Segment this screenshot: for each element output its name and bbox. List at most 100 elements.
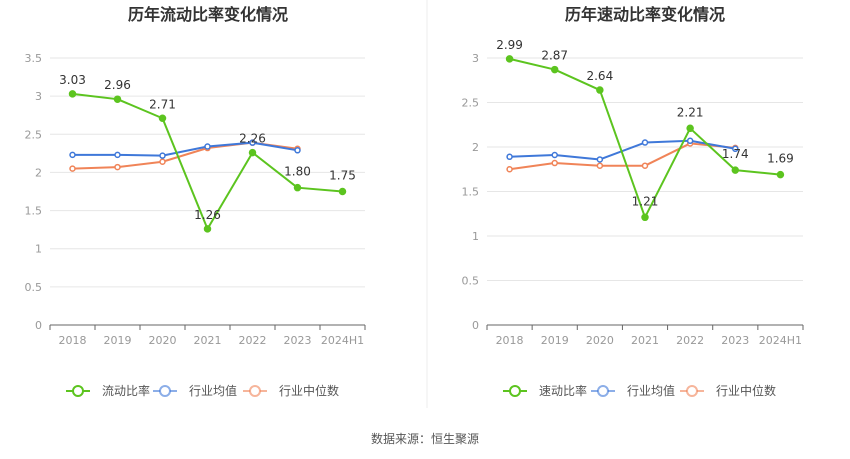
data-point[interactable] (68, 90, 77, 98)
data-point[interactable] (293, 183, 302, 192)
y-tick-label: 2 (35, 166, 42, 179)
data-point[interactable] (248, 148, 257, 157)
data-point[interactable] (596, 156, 604, 163)
data-point[interactable] (506, 166, 513, 173)
legend-item[interactable]: 行业中位数 (243, 383, 339, 398)
data-label: 2.64 (586, 69, 613, 83)
data-point[interactable] (641, 162, 649, 169)
x-tick-label: 2019 (104, 334, 132, 347)
data-point[interactable] (551, 159, 558, 167)
data-point[interactable] (69, 165, 76, 172)
data-point[interactable] (731, 166, 740, 174)
y-tick-label: 1.5 (25, 205, 43, 218)
legend-label: 行业均值 (627, 383, 675, 398)
data-source-note: 数据来源：恒生聚源 (371, 431, 479, 446)
y-tick-label: 0 (472, 319, 479, 332)
data-point[interactable] (203, 225, 212, 233)
data-label: 2.87 (541, 49, 568, 63)
data-label: 2.96 (104, 78, 131, 92)
legend-item[interactable]: 行业均值 (153, 383, 237, 398)
y-tick-label: 2 (472, 141, 479, 154)
data-label: 2.21 (677, 105, 704, 119)
series-line (72, 141, 298, 157)
data-label: 1.80 (284, 165, 311, 179)
data-label: 1.21 (632, 194, 659, 208)
chart-title: 历年速动比率变化情况 (565, 5, 725, 24)
data-point[interactable] (776, 170, 785, 179)
data-point[interactable] (338, 187, 347, 196)
data-point[interactable] (686, 124, 694, 133)
data-point[interactable] (641, 139, 649, 146)
y-tick-label: 2.5 (25, 128, 43, 141)
data-label: 1.69 (767, 152, 794, 166)
legend-item[interactable]: 速动比率 (503, 383, 587, 398)
data-point[interactable] (550, 65, 559, 74)
x-tick-label: 2021 (194, 334, 222, 347)
legend-item[interactable]: 流动比率 (66, 383, 150, 398)
data-point[interactable] (159, 158, 166, 165)
legend-marker-icon (597, 385, 609, 397)
data-point[interactable] (732, 145, 739, 153)
quick-ratio-chart: 历年速动比率变化情况 0 0.5 1 1.5 2 2.5 3 2018 2019 2020 2021… (462, 5, 804, 398)
x-tick-label: 2022 (676, 334, 704, 347)
legend-item[interactable]: 行业均值 (591, 383, 675, 398)
y-tick-label: 1 (472, 230, 479, 243)
data-point[interactable] (114, 163, 121, 171)
x-tick-label: 2023 (284, 334, 312, 347)
legend-marker-icon (159, 385, 171, 397)
data-label: 3.03 (59, 73, 86, 87)
legend-label: 行业中位数 (279, 383, 339, 398)
data-point[interactable] (158, 114, 167, 123)
data-point[interactable] (159, 152, 166, 159)
y-tick-label: 2.5 (462, 97, 480, 110)
y-tick-label: 0.5 (25, 281, 43, 294)
legend-label: 速动比率 (539, 383, 587, 398)
legend-label: 行业中位数 (716, 383, 776, 398)
x-tick-label: 2020 (149, 334, 177, 347)
legend-item[interactable]: 行业中位数 (680, 383, 776, 398)
data-label: 2.26 (239, 132, 266, 146)
data-point[interactable] (551, 151, 558, 159)
data-point[interactable] (249, 139, 256, 146)
x-tick-label: 2023 (721, 334, 749, 347)
data-point[interactable] (114, 151, 121, 159)
data-point[interactable] (596, 86, 604, 94)
y-tick-label: 1.5 (462, 186, 480, 199)
data-point[interactable] (294, 147, 301, 154)
data-point[interactable] (596, 162, 604, 169)
legend-marker-icon (249, 385, 261, 397)
data-label: 1.26 (194, 208, 221, 222)
y-tick-label: 1 (35, 243, 42, 256)
data-label: 1.74 (722, 147, 749, 161)
legend-marker-icon (686, 385, 698, 397)
legend-label: 行业均值 (189, 383, 237, 398)
data-label: 1.75 (329, 169, 356, 183)
x-tick-label: 2024H1 (759, 334, 802, 347)
y-tick-label: 3 (472, 52, 479, 65)
data-label: 2.71 (149, 97, 176, 111)
legend-marker-icon (72, 385, 84, 397)
x-tick-label: 2019 (541, 334, 569, 347)
data-point[interactable] (505, 55, 514, 63)
y-tick-label: 0 (35, 319, 42, 332)
legend-marker-icon (509, 385, 521, 397)
data-point[interactable] (204, 143, 211, 150)
x-tick-label: 2020 (586, 334, 614, 347)
legend-label: 流动比率 (102, 383, 150, 398)
y-tick-label: 0.5 (462, 275, 480, 288)
data-point[interactable] (506, 153, 513, 161)
data-point[interactable] (69, 151, 76, 159)
x-tick-label: 2018 (59, 334, 87, 347)
y-tick-label: 3 (35, 90, 42, 103)
data-point[interactable] (641, 213, 649, 222)
data-point[interactable] (113, 95, 122, 103)
x-tick-label: 2018 (496, 334, 524, 347)
series-line (509, 142, 736, 171)
x-tick-label: 2021 (631, 334, 659, 347)
current-ratio-chart: 历年流动比率变化情况 0 0.5 1 1.5 2 2.5 3 3.5 2018 2019 2020 2… (25, 5, 366, 398)
data-point[interactable] (686, 137, 694, 145)
x-tick-label: 2024H1 (321, 334, 364, 347)
data-label: 2.99 (496, 38, 523, 52)
chart-title: 历年流动比率变化情况 (128, 5, 288, 24)
